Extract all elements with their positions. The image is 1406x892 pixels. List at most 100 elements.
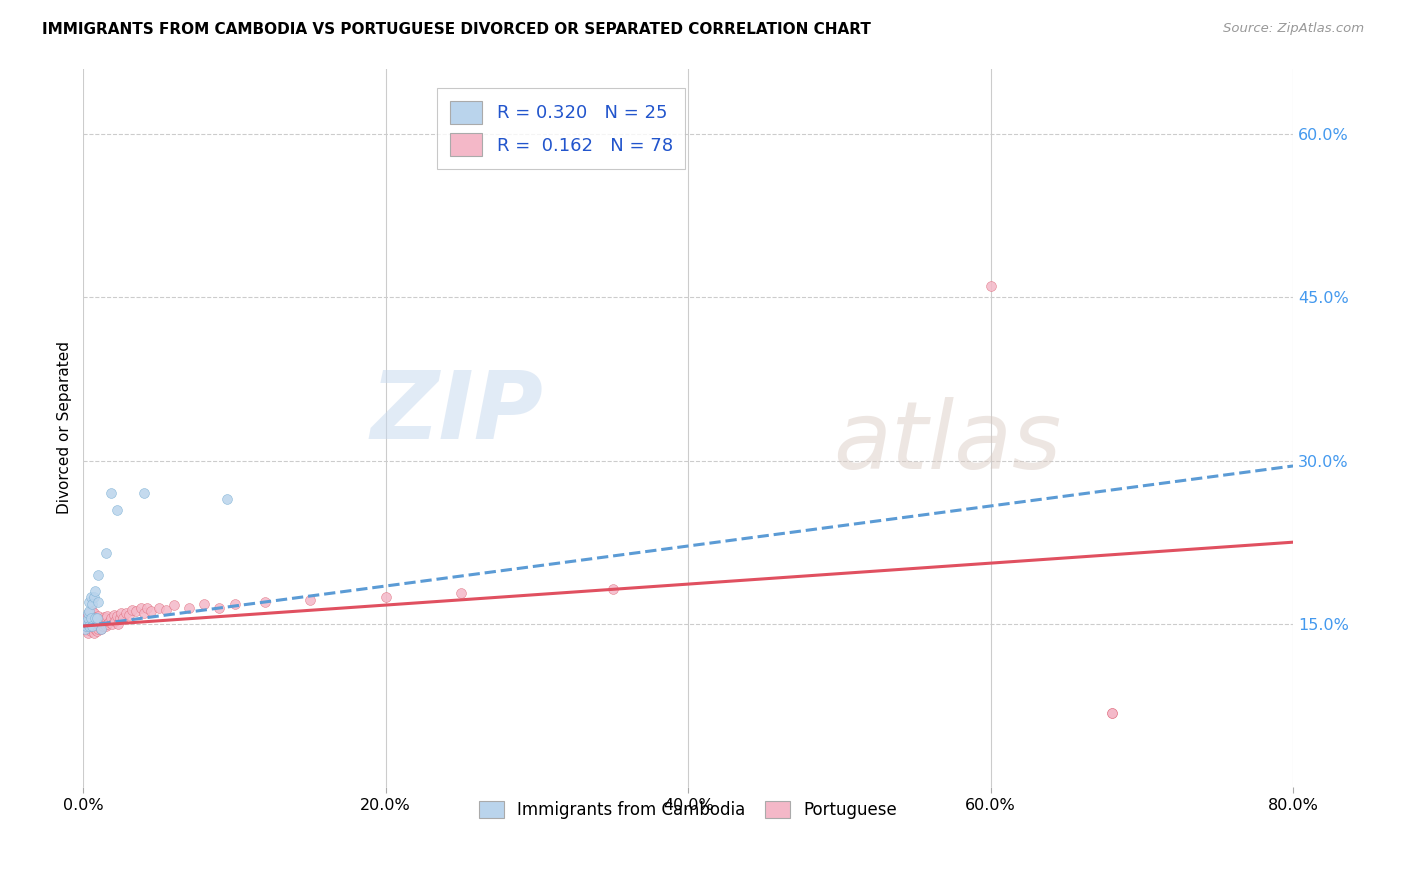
- Point: [94, 546, 117, 560]
- Point: [82, 597, 104, 611]
- Point: [94, 611, 117, 625]
- Point: [76, 611, 98, 625]
- Point: [163, 599, 186, 613]
- Point: [87, 567, 110, 582]
- Point: [105, 609, 128, 624]
- Point: [94, 619, 117, 633]
- Point: [121, 603, 143, 617]
- Point: [129, 600, 152, 615]
- Point: [91, 619, 114, 633]
- Point: [79, 604, 101, 618]
- Point: [73, 619, 96, 633]
- Point: [87, 616, 110, 631]
- Point: [75, 611, 97, 625]
- Point: [104, 614, 127, 628]
- Point: [93, 616, 115, 631]
- Point: [76, 616, 98, 631]
- Point: [75, 616, 97, 631]
- Point: [75, 615, 97, 629]
- Point: [96, 609, 118, 624]
- Point: [135, 600, 157, 615]
- Point: [114, 606, 136, 620]
- Point: [111, 611, 134, 625]
- Point: [84, 584, 107, 599]
- Point: [1101, 706, 1123, 720]
- Text: IMMIGRANTS FROM CAMBODIA VS PORTUGUESE DIVORCED OR SEPARATED CORRELATION CHART: IMMIGRANTS FROM CAMBODIA VS PORTUGUESE D…: [42, 22, 872, 37]
- Point: [84, 610, 107, 624]
- Point: [84, 616, 107, 631]
- Point: [86, 611, 108, 625]
- Point: [215, 491, 238, 506]
- Point: [80, 590, 103, 604]
- Point: [100, 486, 122, 500]
- Point: [79, 606, 101, 620]
- Point: [148, 600, 170, 615]
- Point: [96, 616, 118, 631]
- Point: [98, 615, 121, 629]
- Point: [83, 625, 105, 640]
- Point: [83, 614, 105, 628]
- Point: [87, 595, 110, 609]
- Point: [75, 624, 97, 638]
- Point: [132, 486, 155, 500]
- Point: [132, 606, 155, 620]
- Legend: Immigrants from Cambodia, Portuguese: Immigrants from Cambodia, Portuguese: [472, 794, 904, 826]
- Point: [89, 614, 111, 628]
- Point: [76, 625, 98, 640]
- Point: [86, 624, 108, 639]
- Text: Source: ZipAtlas.com: Source: ZipAtlas.com: [1223, 22, 1364, 36]
- Point: [82, 616, 104, 631]
- Point: [155, 603, 177, 617]
- Point: [76, 615, 98, 629]
- Point: [179, 600, 201, 615]
- Point: [100, 611, 122, 625]
- Point: [299, 593, 322, 607]
- Point: [75, 619, 97, 633]
- Y-axis label: Divorced or Separated: Divorced or Separated: [58, 342, 72, 515]
- Point: [103, 608, 125, 623]
- Point: [73, 622, 96, 636]
- Point: [93, 610, 115, 624]
- Point: [87, 622, 110, 636]
- Point: [101, 616, 124, 631]
- Point: [83, 619, 105, 633]
- Point: [980, 279, 1002, 293]
- Point: [91, 612, 114, 626]
- Point: [76, 619, 98, 633]
- Point: [76, 608, 98, 623]
- Text: atlas: atlas: [834, 397, 1062, 488]
- Point: [224, 597, 246, 611]
- Point: [80, 614, 103, 628]
- Point: [84, 611, 107, 625]
- Point: [125, 604, 148, 618]
- Point: [83, 606, 105, 620]
- Point: [82, 604, 104, 618]
- Point: [82, 619, 104, 633]
- Point: [79, 611, 101, 625]
- Point: [79, 622, 101, 636]
- Point: [107, 616, 129, 631]
- Point: [90, 622, 112, 636]
- Point: [108, 611, 131, 625]
- Point: [84, 622, 107, 636]
- Point: [80, 611, 103, 625]
- Point: [80, 619, 103, 633]
- Point: [90, 615, 112, 629]
- Text: ZIP: ZIP: [370, 368, 543, 459]
- Point: [82, 622, 104, 636]
- Point: [87, 609, 110, 624]
- Point: [82, 611, 104, 625]
- Point: [1101, 706, 1123, 720]
- Point: [253, 595, 276, 609]
- Point: [141, 604, 163, 618]
- Point: [374, 590, 396, 604]
- Point: [79, 619, 101, 633]
- Point: [105, 502, 128, 516]
- Point: [208, 600, 231, 615]
- Point: [90, 622, 112, 636]
- Point: [110, 606, 132, 620]
- Point: [83, 590, 105, 604]
- Point: [86, 611, 108, 625]
- Point: [79, 595, 101, 609]
- Point: [450, 586, 472, 600]
